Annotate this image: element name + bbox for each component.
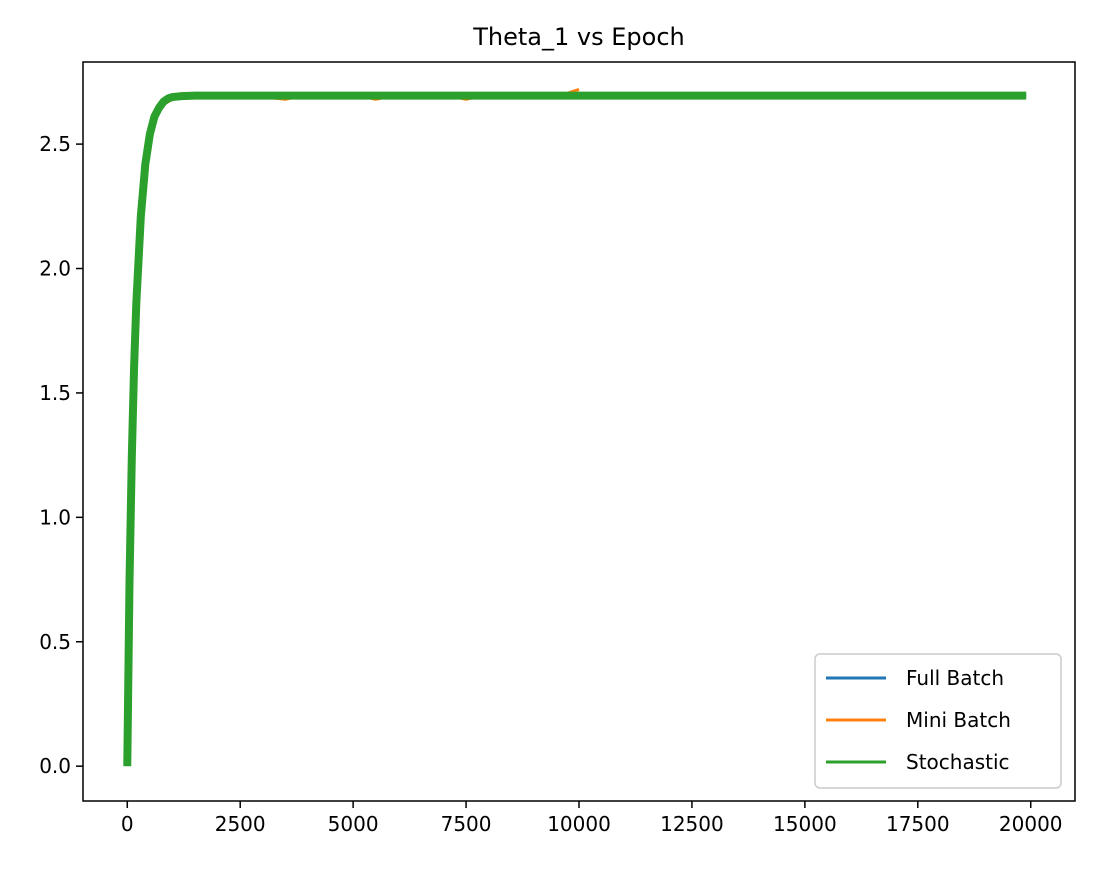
legend-label: Mini Batch (906, 708, 1011, 732)
series-line-stochastic (123, 91, 1027, 767)
x-tick-label: 17500 (886, 812, 950, 836)
x-tick-label: 0 (121, 812, 134, 836)
y-tick-label: 0.5 (39, 630, 71, 654)
chart-title: Theta_1 vs Epoch (472, 23, 684, 51)
legend: Full Batch Mini Batch Stochastic (814, 653, 1062, 789)
x-tick-label: 7500 (441, 812, 492, 836)
x-tick-label: 20000 (999, 812, 1063, 836)
x-tick-label: 5000 (328, 812, 379, 836)
x-axis: 0 2500 5000 7500 10000 12500 15000 17500 20000 (121, 801, 1063, 836)
legend-label: Full Batch (906, 666, 1004, 690)
y-tick-label: 2.5 (39, 132, 71, 156)
legend-label: Stochastic (906, 750, 1010, 774)
y-tick-label: 2.0 (39, 257, 71, 281)
y-tick-label: 0.0 (39, 754, 71, 778)
x-tick-label: 10000 (547, 812, 611, 836)
x-tick-label: 2500 (215, 812, 266, 836)
x-tick-label: 15000 (773, 812, 837, 836)
y-axis: 0.0 0.5 1.0 1.5 2.0 2.5 (39, 132, 83, 778)
y-tick-label: 1.5 (39, 381, 71, 405)
y-tick-label: 1.0 (39, 505, 71, 529)
legend-box (814, 653, 1062, 789)
x-tick-label: 12500 (660, 812, 724, 836)
series-layer (123, 87, 1027, 767)
